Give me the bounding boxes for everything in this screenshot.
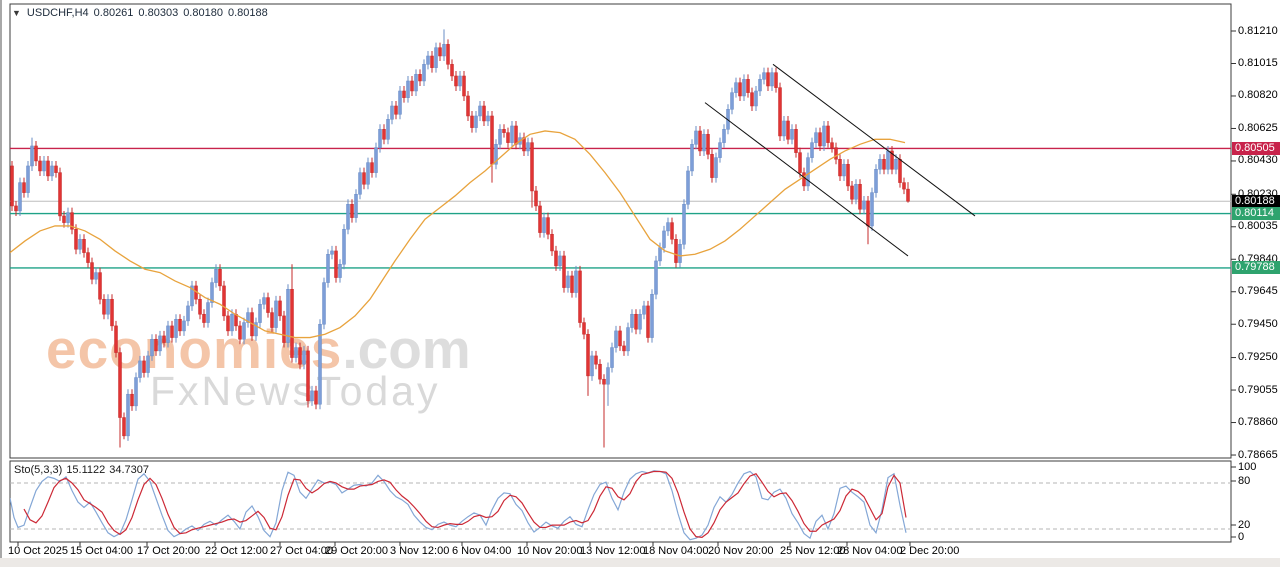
time-label[interactable]: 6 Nov 04:00 [452, 545, 512, 557]
time-label[interactable]: 18 Nov 04:00 [643, 545, 709, 557]
price-tick-0.81210[interactable]: 0.81210 [1238, 24, 1278, 37]
stochastic-label: Sto(5,3,3) 15.1122 34.7307 [14, 464, 153, 476]
stochastic-k-value: 15.1122 [66, 464, 106, 476]
window-bottom-edge [0, 558, 1280, 567]
chart-header: ▼ USDCHF,H4 0.80261 0.80303 0.80180 0.80188 [12, 7, 273, 19]
moving-average-line [10, 130, 906, 339]
trendline-1[interactable] [772, 63, 976, 217]
low-value: 0.80180 [183, 7, 223, 19]
symbol-label: USDCHF,H4 [26, 7, 89, 19]
axis-ticks [17, 30, 1236, 546]
time-label[interactable]: 27 Oct 04:00 [270, 545, 333, 557]
price-tick-0.79645[interactable]: 0.79645 [1238, 285, 1278, 298]
sto-tick-0[interactable]: 0 [1238, 531, 1245, 543]
price-tick-0.80820[interactable]: 0.80820 [1238, 89, 1278, 102]
sto-tick-100[interactable]: 100 [1238, 461, 1257, 473]
sto-k-line [10, 470, 907, 541]
time-label[interactable]: 10 Oct 2025 [8, 545, 68, 557]
watermark-suffix: .com [342, 318, 471, 380]
price-badge-0.79788: 0.79788 [1232, 261, 1280, 275]
price-tick-0.79055[interactable]: 0.79055 [1238, 383, 1278, 396]
time-label[interactable]: 20 Nov 20:00 [708, 545, 774, 557]
sto-tick-80[interactable]: 80 [1238, 475, 1251, 487]
time-label[interactable]: 22 Oct 12:00 [205, 545, 268, 557]
candles [10, 29, 910, 448]
main-pane-border [9, 3, 1232, 459]
time-label[interactable]: 2 Dec 20:00 [900, 545, 960, 557]
time-label[interactable]: 10 Nov 20:00 [517, 545, 583, 557]
price-tick-0.79250[interactable]: 0.79250 [1238, 351, 1278, 364]
sto-tick-20[interactable]: 20 [1238, 519, 1251, 531]
price-badge-0.80505: 0.80505 [1232, 141, 1280, 155]
sto-pane-border [9, 460, 1232, 543]
price-tick-0.80035[interactable]: 0.80035 [1238, 220, 1278, 233]
collapse-triangle-icon[interactable]: ▼ [12, 8, 21, 18]
price-tick-0.80625[interactable]: 0.80625 [1238, 121, 1278, 134]
horizontal-lines[interactable] [10, 147, 1231, 269]
price-badge-0.80114: 0.80114 [1232, 207, 1280, 221]
time-label[interactable]: 29 Oct 20:00 [325, 545, 388, 557]
trendline-2[interactable] [704, 102, 909, 257]
watermark-tagline: FxNewsToday [150, 368, 441, 414]
price-badge-0.80188: 0.80188 [1232, 194, 1280, 208]
time-label[interactable]: 3 Nov 12:00 [390, 545, 450, 557]
time-label[interactable]: 17 Oct 20:00 [137, 545, 200, 557]
main-pane[interactable] [10, 29, 1231, 448]
close-value: 0.80188 [227, 7, 268, 19]
sto-d-line [23, 470, 907, 539]
time-label[interactable]: 25 Nov 12:00 [780, 545, 846, 557]
window-left-edge [0, 0, 2, 567]
price-tick-0.78665[interactable]: 0.78665 [1238, 448, 1278, 461]
time-label[interactable]: 28 Nov 04:00 [837, 545, 903, 557]
trendlines[interactable] [704, 63, 976, 257]
price-tick-0.79450[interactable]: 0.79450 [1238, 317, 1278, 330]
open-value: 0.80261 [93, 7, 134, 19]
sto-pane[interactable] [10, 470, 1231, 541]
time-label[interactable]: 15 Oct 04:00 [70, 545, 133, 557]
stochastic-d-value: 34.7307 [109, 464, 150, 476]
price-tick-0.81015[interactable]: 0.81015 [1238, 56, 1278, 69]
stochastic-name: Sto(5,3,3) [14, 464, 63, 476]
time-label[interactable]: 13 Nov 12:00 [580, 545, 646, 557]
price-tick-0.78860[interactable]: 0.78860 [1238, 416, 1278, 429]
price-tick-0.80430[interactable]: 0.80430 [1238, 154, 1278, 167]
high-value: 0.80303 [138, 7, 179, 19]
